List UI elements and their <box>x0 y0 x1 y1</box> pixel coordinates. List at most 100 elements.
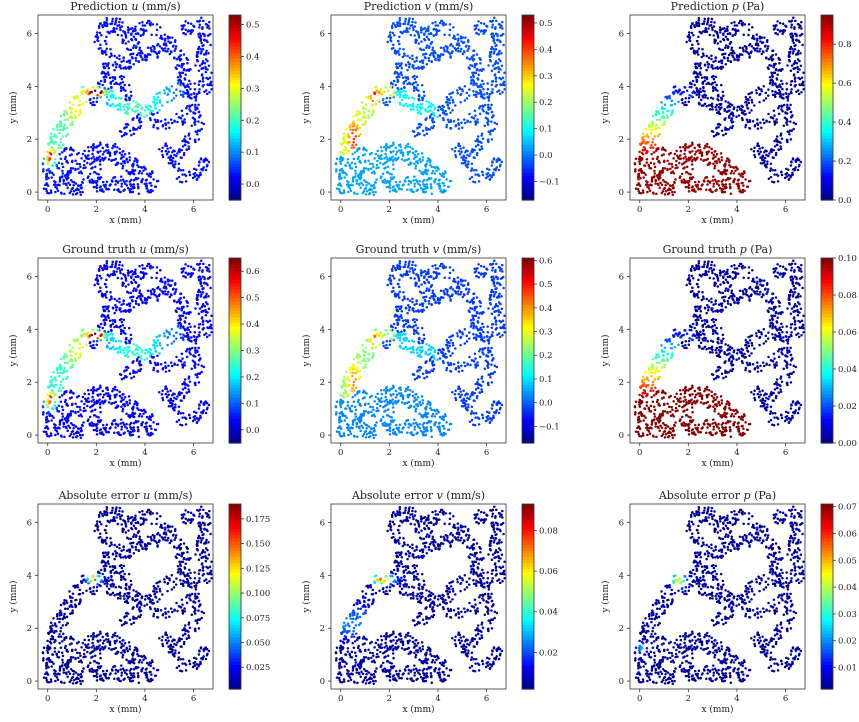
data-point <box>110 179 114 182</box>
data-point <box>93 408 97 411</box>
data-point <box>179 79 183 83</box>
data-point <box>767 88 770 91</box>
data-point <box>729 32 732 36</box>
data-point <box>133 128 137 131</box>
data-point <box>395 65 398 68</box>
data-point <box>122 67 125 70</box>
data-point <box>166 390 169 393</box>
data-point <box>109 94 112 98</box>
data-point <box>800 27 803 30</box>
data-point <box>470 79 473 82</box>
y-tick-label: 6 <box>27 30 32 40</box>
data-point <box>423 94 426 97</box>
data-point <box>101 190 104 193</box>
data-point <box>653 172 657 175</box>
data-point <box>688 145 691 148</box>
data-point <box>393 72 396 75</box>
data-point <box>678 176 682 180</box>
data-point <box>720 156 724 159</box>
data-point <box>712 185 715 188</box>
data-point <box>170 84 174 88</box>
data-point <box>712 153 715 157</box>
data-point <box>82 89 85 92</box>
data-point <box>200 73 204 76</box>
data-point <box>168 36 172 39</box>
data-point <box>102 159 105 162</box>
data-point <box>473 63 477 67</box>
data-point <box>775 173 779 176</box>
data-point <box>119 108 122 111</box>
data-point <box>699 66 703 70</box>
data-point <box>113 188 116 191</box>
data-point <box>796 168 800 172</box>
data-point <box>719 48 722 52</box>
data-point <box>644 142 648 145</box>
data-point <box>717 169 720 172</box>
colorbar-tick-label: 0.3 <box>539 72 553 82</box>
data-point <box>763 164 767 167</box>
data-point <box>385 143 388 146</box>
data-point <box>356 118 360 122</box>
data-point <box>393 49 397 52</box>
data-point <box>63 110 66 113</box>
data-point <box>700 76 704 79</box>
data-point <box>715 153 719 156</box>
data-point <box>122 133 126 137</box>
data-point <box>413 34 416 37</box>
data-point <box>705 142 709 146</box>
data-point <box>372 193 376 196</box>
data-point <box>771 180 774 183</box>
data-point <box>187 147 191 151</box>
data-point <box>700 32 703 35</box>
data-point <box>193 82 196 85</box>
data-point <box>408 27 411 30</box>
data-point <box>58 152 61 156</box>
data-point <box>61 412 64 416</box>
data-point <box>155 92 158 96</box>
data-point <box>98 95 101 98</box>
data-point <box>634 187 638 190</box>
data-point <box>156 126 159 130</box>
data-point <box>74 168 77 172</box>
data-point <box>343 149 346 152</box>
data-point <box>132 287 136 290</box>
data-point <box>119 89 123 92</box>
plot-area <box>37 14 214 201</box>
data-point <box>438 105 442 109</box>
data-point <box>411 75 415 79</box>
data-point <box>490 90 494 94</box>
data-point <box>774 153 778 157</box>
data-point <box>414 150 417 153</box>
data-point <box>685 165 689 168</box>
data-point <box>74 182 78 185</box>
data-point <box>155 28 159 32</box>
data-point <box>460 40 463 43</box>
data-point <box>115 81 118 85</box>
data-point <box>457 127 461 130</box>
data-point <box>457 149 461 153</box>
data-point <box>724 35 728 38</box>
data-point <box>164 37 167 41</box>
data-point <box>105 95 109 99</box>
data-point <box>143 109 147 112</box>
data-point <box>134 38 138 41</box>
data-point <box>710 20 713 24</box>
data-point <box>477 73 480 77</box>
data-point <box>198 129 201 132</box>
data-point <box>197 45 201 49</box>
data-point <box>98 31 102 35</box>
data-point <box>660 101 663 104</box>
data-point <box>467 94 471 97</box>
data-point <box>198 23 202 26</box>
data-point <box>209 80 213 84</box>
data-point <box>194 108 197 111</box>
data-point <box>792 41 795 45</box>
data-point <box>499 83 503 87</box>
data-point <box>481 173 485 177</box>
data-point <box>456 89 459 92</box>
data-point <box>425 100 428 103</box>
data-point <box>745 100 748 104</box>
data-point <box>433 107 436 111</box>
data-point <box>428 101 431 104</box>
data-point <box>111 63 115 67</box>
